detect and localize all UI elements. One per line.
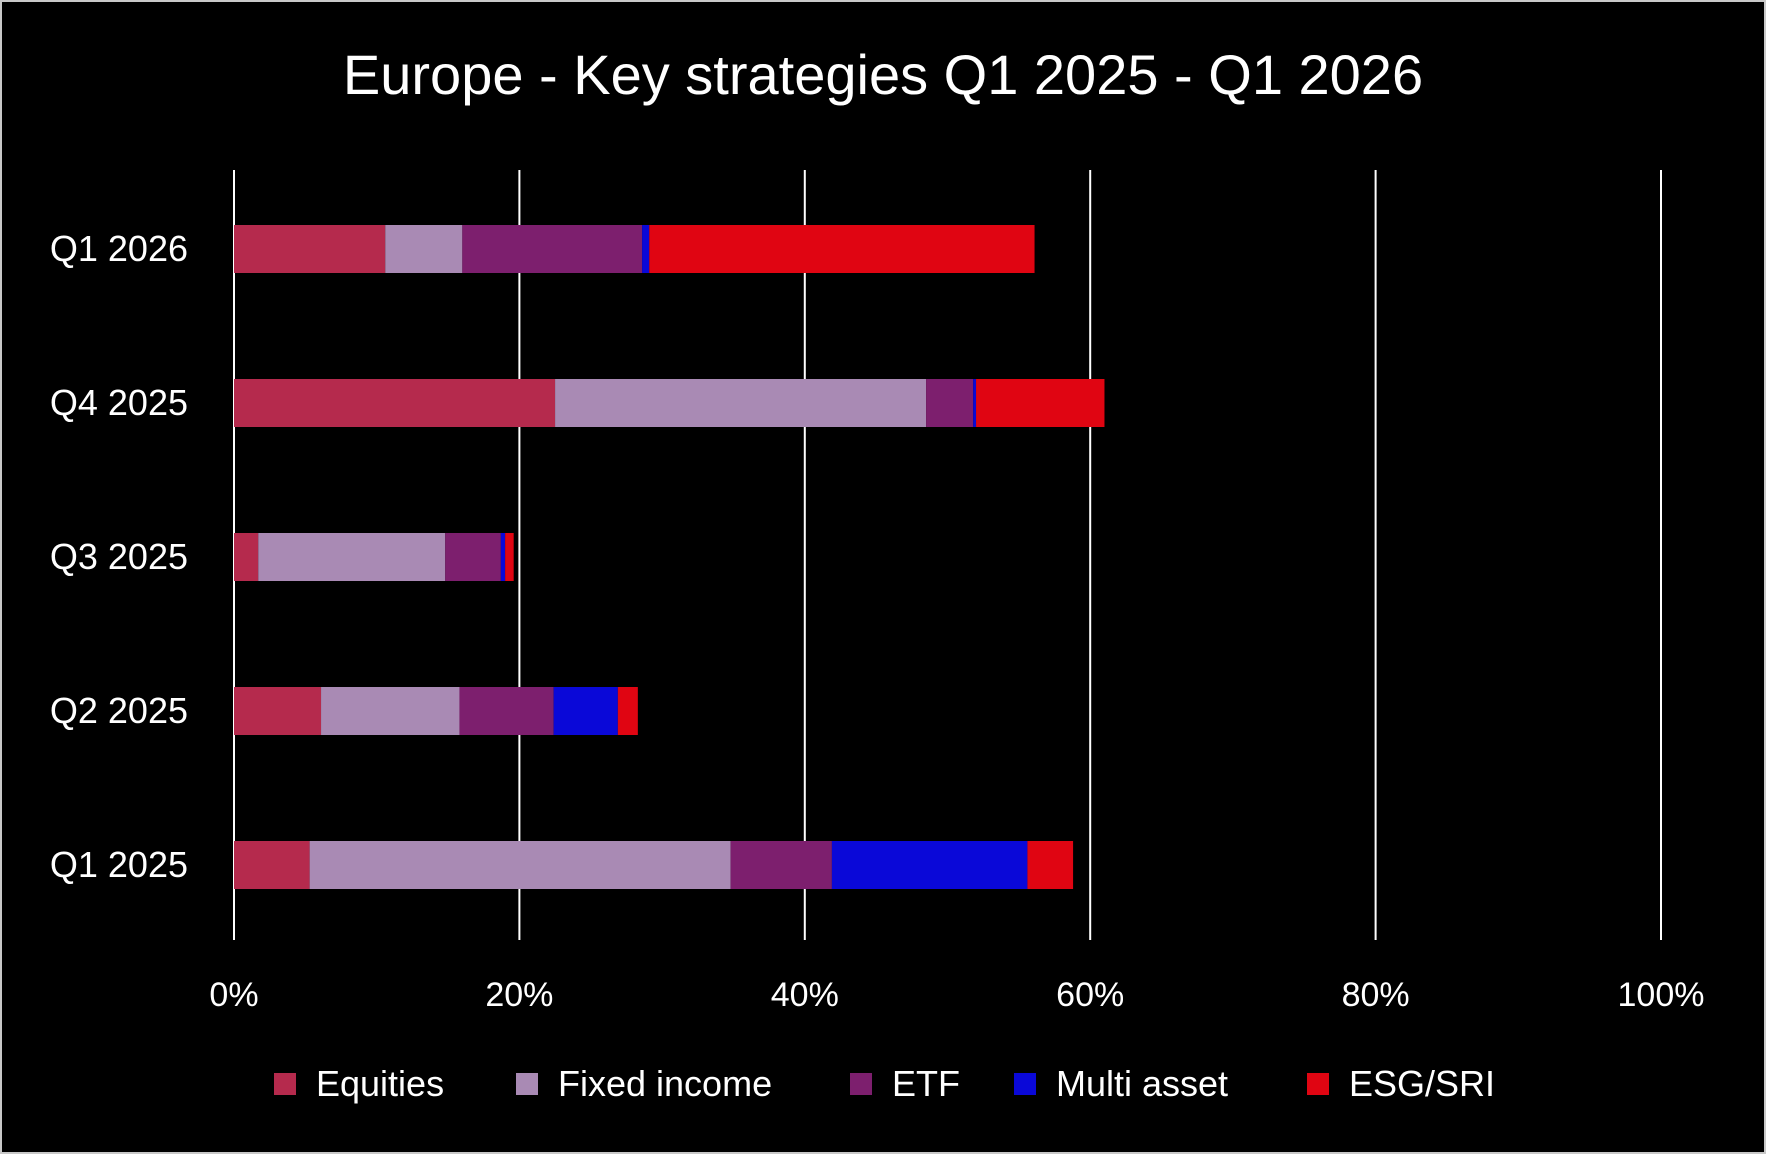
y-category-label: Q1 2025 [50,844,188,885]
legend-label: ESG/SRI [1349,1063,1495,1104]
bar-segment [553,687,618,735]
legend-label: Equities [316,1063,444,1104]
bar-segment [321,687,460,735]
bar-segment [973,379,977,427]
y-category-label: Q4 2025 [50,382,188,423]
bar-segment [976,379,1105,427]
bar-segment [1027,841,1074,889]
y-category-label: Q2 2025 [50,690,188,731]
legend-swatch [274,1073,296,1095]
bar-segment [555,379,927,427]
legend-label: Fixed income [558,1063,772,1104]
legend-swatch [850,1073,872,1095]
legend-label: ETF [892,1063,960,1104]
x-tick-label: 20% [485,976,553,1014]
bar-segment [505,533,514,581]
x-tick-label: 100% [1618,976,1705,1014]
x-tick-label: 80% [1342,976,1410,1014]
bar-segment [445,533,501,581]
bar-segment [926,379,974,427]
bar-segment [234,841,310,889]
bar-segment [730,841,832,889]
bar-segment [385,225,463,273]
y-category-label: Q1 2026 [50,228,188,269]
bar-segment [309,841,731,889]
bar-segment [462,225,643,273]
bar-segment [234,533,259,581]
x-tick-label: 0% [209,976,258,1014]
bar-segment [234,379,556,427]
bar-segment [642,225,650,273]
bar-segment [258,533,446,581]
legend-label: Multi asset [1056,1063,1228,1104]
bar-segment [500,533,506,581]
chart-title: Europe - Key strategies Q1 2025 - Q1 202… [342,43,1424,106]
x-tick-label: 40% [771,976,839,1014]
legend-swatch [1014,1073,1036,1095]
x-tick-label: 60% [1056,976,1124,1014]
bar-segment [617,687,638,735]
legend-swatch [516,1073,538,1095]
bar-segment [649,225,1035,273]
y-category-label: Q3 2025 [50,536,188,577]
legend-swatch [1307,1073,1329,1095]
bar-segment [234,687,322,735]
bar-segment [459,687,554,735]
bar-segment [234,225,386,273]
bar-segment [831,841,1028,889]
